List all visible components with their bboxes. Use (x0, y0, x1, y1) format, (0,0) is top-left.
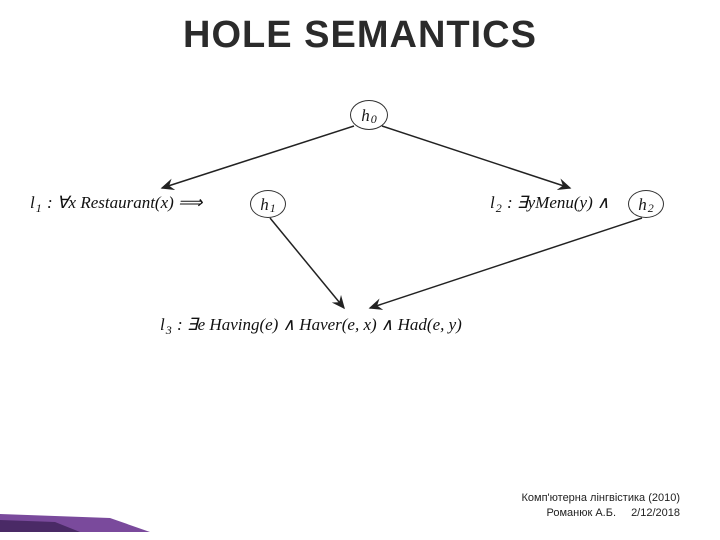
diagram-arrows (30, 90, 690, 390)
arrow-h0-l1 (162, 126, 354, 188)
footer-line1: Комп'ютерна лінгвістика (2010) (0, 491, 680, 505)
arrow-h2-l3 (370, 218, 642, 308)
node-h1: h1 (250, 190, 286, 218)
label-l1-after: : ∀x Restaurant(x) ⟹ (43, 193, 203, 212)
label-l3: l3 : ∃e Having(e) ∧ Haver(e, x) ∧ Had(e,… (160, 315, 462, 335)
label-l1-prefix: l (30, 193, 35, 212)
page-title: HOLE SEMANTICS (0, 14, 720, 57)
node-h0-text: h (361, 107, 370, 124)
label-l3-prefix: l (160, 315, 165, 334)
footer-date: 2/12/2018 (631, 507, 680, 519)
label-l3-sub: 3 (166, 323, 172, 337)
node-h1-sub: 1 (270, 202, 276, 214)
node-h0: h0 (350, 100, 388, 130)
hole-semantics-diagram: h0 h1 h2 l1 : ∀x Restaurant(x) ⟹ l2 : ∃y… (30, 90, 690, 390)
node-h2: h2 (628, 190, 664, 218)
corner-accent (0, 508, 150, 532)
label-l2-prefix: l (490, 193, 495, 212)
node-h0-sub: 0 (371, 113, 377, 125)
label-l2-after: : ∃yMenu(y) ∧ (503, 193, 610, 212)
footer-author: Романюк А.Б. (546, 507, 616, 519)
label-l2: l2 : ∃yMenu(y) ∧ (490, 193, 609, 213)
arrow-h0-l2 (382, 126, 570, 188)
node-h1-text: h (260, 196, 269, 213)
label-l1-sub: 1 (36, 201, 42, 215)
label-l2-sub: 2 (496, 201, 502, 215)
node-h2-text: h (638, 196, 647, 213)
label-l3-after: : ∃e Having(e) ∧ Haver(e, x) ∧ Had(e, y) (173, 315, 462, 334)
arrow-h1-l3 (270, 218, 344, 308)
label-l1: l1 : ∀x Restaurant(x) ⟹ (30, 193, 202, 213)
node-h2-sub: 2 (648, 202, 654, 214)
